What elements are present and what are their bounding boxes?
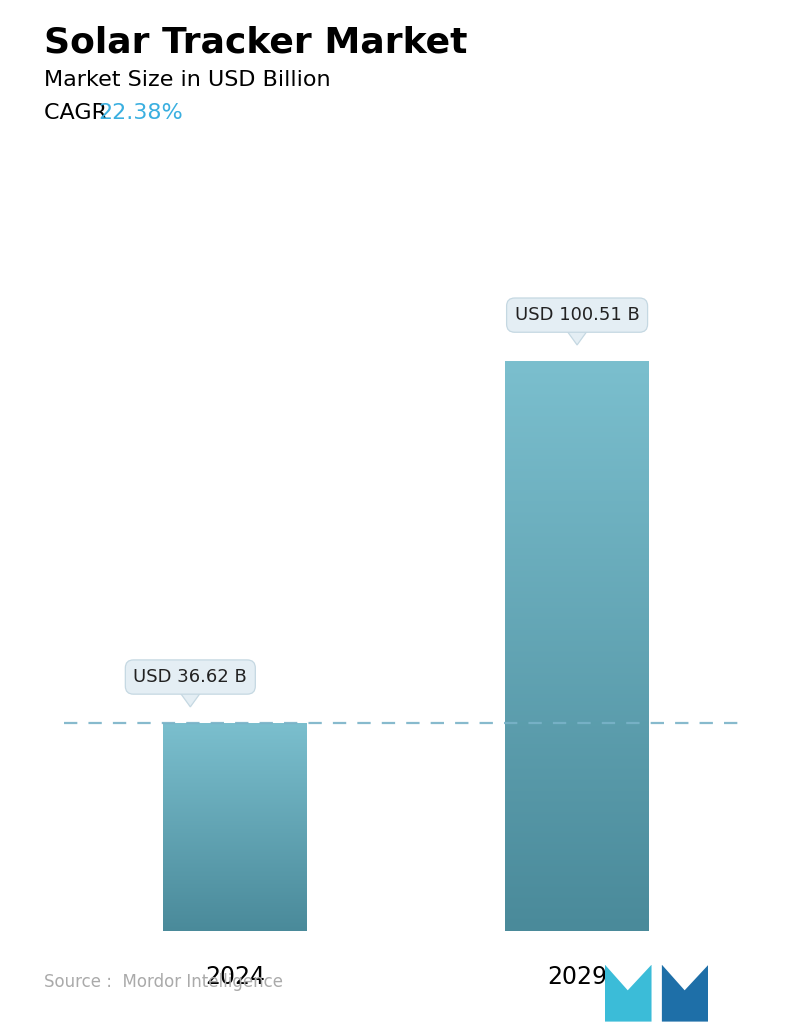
Text: Source :  Mordor Intelligence: Source : Mordor Intelligence bbox=[44, 973, 283, 991]
Polygon shape bbox=[662, 965, 708, 1022]
Text: Solar Tracker Market: Solar Tracker Market bbox=[44, 26, 467, 60]
Text: 2029: 2029 bbox=[547, 965, 607, 989]
Polygon shape bbox=[562, 324, 592, 345]
Text: Market Size in USD Billion: Market Size in USD Billion bbox=[44, 70, 330, 90]
Polygon shape bbox=[175, 686, 205, 707]
Text: USD 100.51 B: USD 100.51 B bbox=[515, 306, 639, 324]
Text: 2024: 2024 bbox=[205, 965, 265, 989]
Text: USD 36.62 B: USD 36.62 B bbox=[134, 668, 248, 686]
Polygon shape bbox=[605, 965, 652, 1022]
Text: 22.38%: 22.38% bbox=[98, 103, 182, 123]
Text: CAGR: CAGR bbox=[44, 103, 114, 123]
